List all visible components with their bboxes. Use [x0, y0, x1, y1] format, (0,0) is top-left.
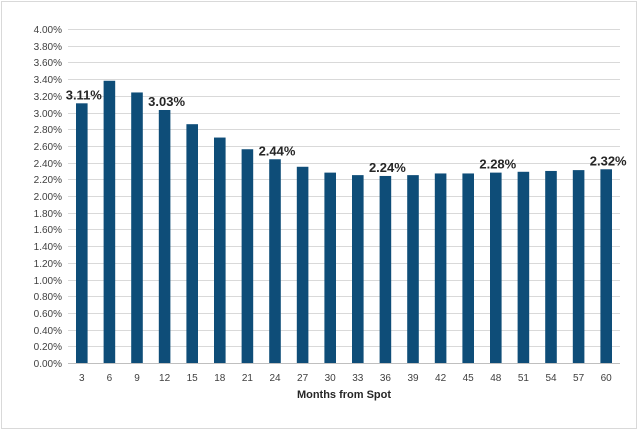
bar — [296, 166, 309, 363]
data-label: 2.24% — [369, 160, 406, 175]
y-tick-label: 3.60% — [34, 58, 62, 69]
bar — [324, 172, 336, 363]
x-tick-label: 24 — [269, 373, 281, 384]
bar — [76, 103, 88, 363]
data-label: 2.44% — [259, 143, 296, 158]
bar — [407, 175, 419, 363]
x-tick-label: 3 — [79, 373, 85, 384]
data-label: 2.32% — [590, 153, 627, 168]
bar — [490, 172, 502, 363]
y-tick-label: 1.20% — [34, 259, 62, 270]
data-labels: 3.11% 3.03% 2.44% 2.24% 2.28% 2.32% — [66, 87, 627, 175]
x-tick-label: 57 — [573, 373, 585, 384]
bar — [352, 175, 364, 363]
bar — [241, 149, 254, 363]
y-tick-label: 0.20% — [34, 342, 62, 353]
x-tick-label: 33 — [352, 373, 364, 384]
y-tick-label: 3.20% — [34, 92, 62, 103]
bar — [434, 173, 447, 363]
x-tick-label: 60 — [601, 373, 613, 384]
x-tick-label: 48 — [490, 373, 502, 384]
x-tick-label: 15 — [187, 373, 199, 384]
x-tick-label: 42 — [435, 373, 447, 384]
y-tick-label: 2.60% — [34, 142, 62, 153]
x-tick-label: 51 — [518, 373, 530, 384]
x-tick-label: 18 — [214, 373, 226, 384]
y-tick-label: 2.00% — [34, 192, 62, 203]
x-tick-label: 9 — [134, 373, 140, 384]
gridlines — [68, 29, 620, 347]
x-tick-label: 45 — [463, 373, 475, 384]
y-tick-label: 1.00% — [34, 276, 62, 287]
x-tick-label: 12 — [159, 373, 171, 384]
bar — [103, 80, 116, 364]
bar — [214, 137, 226, 363]
y-tick-label: 0.80% — [34, 292, 62, 303]
bar — [517, 171, 530, 363]
data-label: 3.11% — [66, 87, 103, 102]
y-tick-label: 3.40% — [34, 75, 62, 86]
y-tick-label: 0.40% — [34, 326, 62, 337]
x-tick-label: 27 — [297, 373, 309, 384]
bar — [600, 169, 612, 363]
x-tick-label: 6 — [107, 373, 113, 384]
y-axis-ticks: 0.00% 0.20% 0.40% 0.60% 0.80% 1.00% 1.20% 1.40%… — [34, 25, 62, 370]
y-tick-label: 1.80% — [34, 209, 62, 220]
y-tick-label: 2.40% — [34, 159, 62, 170]
x-tick-label: 30 — [325, 373, 337, 384]
y-tick-label: 1.60% — [34, 225, 62, 236]
bar — [158, 109, 171, 364]
x-axis-title: Months from Spot — [297, 389, 391, 401]
y-tick-label: 3.80% — [34, 42, 62, 53]
y-tick-label: 4.00% — [34, 25, 62, 36]
x-tick-label: 54 — [545, 373, 557, 384]
data-label: 2.28% — [479, 157, 516, 172]
bar — [462, 173, 474, 363]
x-axis-ticks: 3 6 9 12 15 18 21 24 27 30 33 36 39 42 45 48 51 54 57 60 — [79, 373, 612, 384]
y-tick-label: 2.20% — [34, 175, 62, 186]
bar — [545, 170, 557, 363]
x-tick-label: 21 — [242, 373, 254, 384]
y-tick-label: 1.40% — [34, 242, 62, 253]
data-label: 3.03% — [148, 94, 185, 109]
y-tick-label: 0.60% — [34, 309, 62, 320]
x-tick-label: 36 — [380, 373, 392, 384]
bar — [379, 175, 392, 363]
bar — [131, 92, 143, 364]
bar — [269, 159, 281, 363]
bar — [572, 170, 585, 363]
x-tick-label: 39 — [407, 373, 419, 384]
bar — [186, 124, 198, 363]
y-tick-label: 2.80% — [34, 125, 62, 136]
y-tick-label: 0.00% — [34, 359, 62, 370]
y-tick-label: 3.00% — [34, 109, 62, 120]
bars — [76, 80, 612, 364]
